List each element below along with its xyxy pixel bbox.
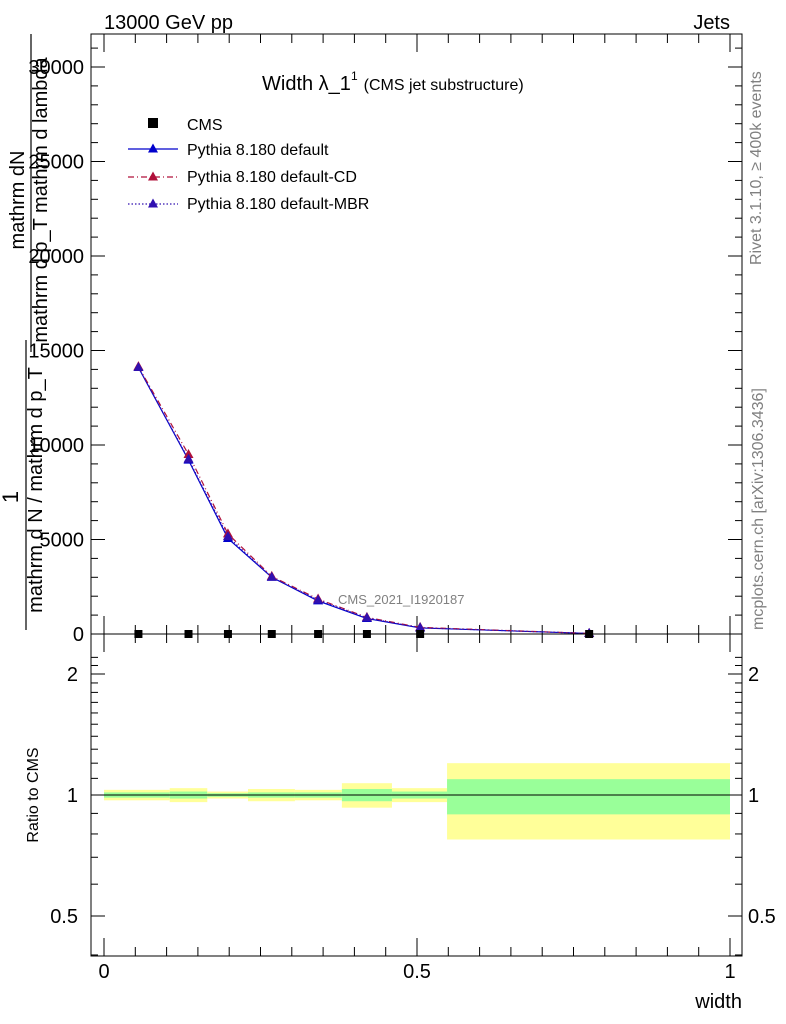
ratio-y-ticks: 0.5 0.5 1 1 2 2 — [50, 656, 776, 956]
ylabel-outer-denominator: mathrm d N / mathrm d p_T — [25, 367, 47, 613]
ratio-y-tick-label-right: 0.5 — [748, 906, 776, 928]
ratio-y-tick-label-right: 2 — [748, 664, 759, 686]
rivet-label: Rivet 3.1.10, ≥ 400k events — [748, 71, 765, 265]
main-y-label: 1 mathrm dN mathrm d p_T mathrm d lambda… — [0, 34, 52, 630]
ratio-y-tick-label-left: 1 — [67, 785, 78, 807]
legend-label-default: Pythia 8.180 default — [187, 142, 329, 159]
ratio-x-tick-label: 0 — [98, 961, 109, 983]
legend-marker-mbr — [148, 198, 158, 208]
main-series — [133, 361, 595, 638]
series-point-default-mbr — [222, 531, 233, 541]
legend-marker-default — [148, 143, 158, 153]
ylabel-denominator: mathrm d p_T mathrm d lambda — [30, 56, 52, 342]
series-point-default-mbr — [266, 571, 277, 581]
series-point-default-mbr — [361, 612, 372, 622]
ratio-x-tick-label: 1 — [724, 961, 735, 983]
main-y-tick-label: 5000 — [40, 530, 85, 552]
ratio-bands — [104, 763, 730, 840]
category-label: Jets — [693, 12, 730, 34]
plot-title-main: Width λ_1 — [262, 73, 351, 95]
main-y-tick-label: 10000 — [28, 435, 84, 457]
legend-label-cms: CMS — [187, 117, 223, 134]
ylabel-numerator: mathrm dN — [7, 151, 29, 250]
analysis-label: CMS_2021_I1920187 — [338, 592, 465, 607]
main-panel: 0 5000 10000 15000 20000 25000 30000 Width λ_1… — [0, 33, 743, 646]
main-y-tick-label: 25000 — [28, 152, 84, 174]
plot-title-sub: (CMS jet substructure) — [364, 77, 524, 94]
legend-label-mbr: Pythia 8.180 default-MBR — [187, 196, 369, 213]
legend-marker-cd — [148, 171, 158, 181]
main-y-tick-label: 15000 — [28, 341, 84, 363]
series-point-default-mbr — [415, 622, 426, 632]
ratio-x-ticks: 0 0.5 1 — [98, 634, 736, 983]
x-axis-label: width — [694, 991, 742, 1013]
series-point-default-mbr — [313, 594, 324, 604]
ylabel-one: 1 — [0, 491, 23, 503]
legend-label-cd: Pythia 8.180 default-CD — [187, 169, 357, 186]
series-point-default-mbr — [183, 453, 194, 463]
main-y-ticks: 0 5000 10000 15000 20000 25000 30000 — [28, 47, 742, 646]
main-y-tick-label: 30000 — [28, 57, 84, 79]
plot-title: Width λ_11 (CMS jet substructure) — [262, 69, 524, 95]
mcplots-label: mcplots.cern.ch [arXiv:1306.3436] — [750, 388, 767, 630]
main-y-tick-label: 20000 — [28, 246, 84, 268]
main-x-ticks — [103, 34, 731, 634]
ratio-panel: 0.5 0.51 12 2 0 0.5 1 Ratio to CMS width — [25, 633, 776, 1013]
energy-label: 13000 GeV pp — [104, 12, 233, 34]
ratio-y-tick-label-left: 0.5 — [50, 906, 78, 928]
ratio-y-tick-label-left: 2 — [67, 664, 78, 686]
ratio-x-tick-label: 0.5 — [403, 961, 431, 983]
main-y-tick-label: 0 — [73, 624, 84, 646]
legend: CMS Pythia 8.180 default Pythia 8.180 de… — [128, 117, 369, 213]
legend-marker-cms — [148, 118, 158, 128]
plot-title-sup: 1 — [351, 69, 358, 83]
series-point-default-mbr — [133, 362, 144, 372]
series-line-default-mbr — [137, 367, 590, 635]
ratio-y-tick-label-right: 1 — [748, 785, 759, 807]
series-point-default-cd — [183, 448, 194, 458]
ratio-band-inner — [447, 779, 730, 815]
ratio-y-label: Ratio to CMS — [25, 747, 42, 842]
